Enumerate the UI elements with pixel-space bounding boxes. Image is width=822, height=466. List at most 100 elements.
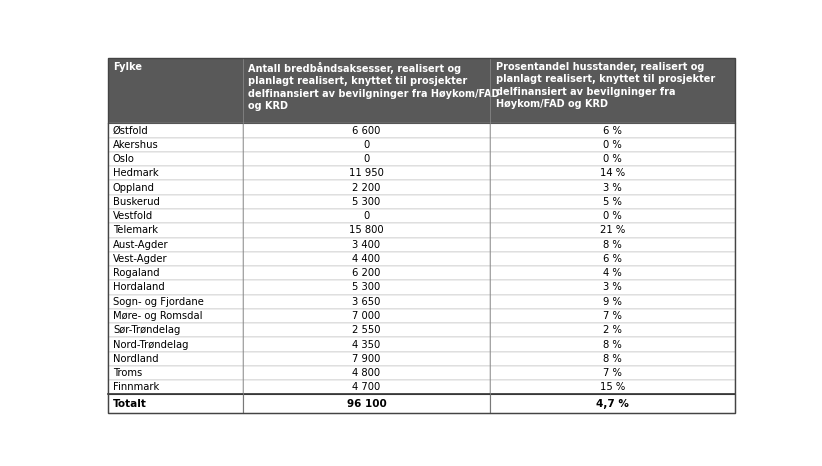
Bar [108, 323, 242, 337]
Text: 11 950: 11 950 [349, 168, 384, 178]
Bar [490, 281, 735, 295]
Text: 7 900: 7 900 [353, 354, 381, 364]
Text: Telemark: Telemark [113, 226, 158, 235]
Text: Totalt: Totalt [113, 399, 147, 409]
Bar [490, 395, 735, 413]
Bar [108, 238, 242, 252]
Bar [108, 380, 242, 395]
Bar [108, 195, 242, 209]
Bar [242, 366, 490, 380]
Bar [490, 337, 735, 352]
Text: 0 %: 0 % [603, 140, 621, 150]
Bar [108, 180, 242, 195]
Text: 15 %: 15 % [600, 382, 625, 392]
Bar [490, 223, 735, 238]
Bar [490, 137, 735, 152]
Text: 0: 0 [363, 154, 370, 164]
Bar [490, 252, 735, 266]
Text: 8 %: 8 % [603, 354, 621, 364]
Bar [108, 337, 242, 352]
Bar [242, 323, 490, 337]
Text: Akershus: Akershus [113, 140, 159, 150]
Bar [242, 123, 490, 137]
Bar [242, 223, 490, 238]
Text: 7 %: 7 % [603, 311, 622, 321]
Bar [242, 209, 490, 223]
Text: 5 %: 5 % [603, 197, 622, 207]
Bar [108, 252, 242, 266]
Text: 2 %: 2 % [603, 325, 622, 335]
Text: 9 %: 9 % [603, 297, 622, 307]
Bar [490, 295, 735, 309]
Bar [242, 58, 490, 123]
Bar [242, 266, 490, 281]
Bar [490, 323, 735, 337]
Bar [242, 238, 490, 252]
Bar [108, 223, 242, 238]
Bar [490, 209, 735, 223]
Text: 96 100: 96 100 [347, 399, 386, 409]
Bar [108, 137, 242, 152]
Text: 14 %: 14 % [600, 168, 625, 178]
Text: Nord-Trøndelag: Nord-Trøndelag [113, 340, 188, 350]
Text: 8 %: 8 % [603, 240, 621, 250]
Text: Østfold: Østfold [113, 125, 149, 136]
Text: 3 %: 3 % [603, 282, 621, 293]
Bar [242, 166, 490, 180]
Bar [108, 266, 242, 281]
Text: Troms: Troms [113, 368, 142, 378]
Text: Rogaland: Rogaland [113, 268, 159, 278]
Bar [108, 281, 242, 295]
Bar [490, 309, 735, 323]
Text: 3 %: 3 % [603, 183, 621, 192]
Text: 4 700: 4 700 [353, 382, 381, 392]
Text: Vestfold: Vestfold [113, 211, 153, 221]
Text: Møre- og Romsdal: Møre- og Romsdal [113, 311, 202, 321]
Text: 21 %: 21 % [600, 226, 625, 235]
Bar [242, 380, 490, 395]
Text: 6 %: 6 % [603, 125, 622, 136]
Text: Buskerud: Buskerud [113, 197, 159, 207]
Bar [242, 137, 490, 152]
Text: Aust-Agder: Aust-Agder [113, 240, 169, 250]
Bar [490, 123, 735, 137]
Bar [490, 166, 735, 180]
Text: 0: 0 [363, 140, 370, 150]
Text: Sogn- og Fjordane: Sogn- og Fjordane [113, 297, 204, 307]
Text: 7 %: 7 % [603, 368, 622, 378]
Text: 6 200: 6 200 [353, 268, 381, 278]
Bar [242, 281, 490, 295]
Bar [108, 166, 242, 180]
Bar [490, 180, 735, 195]
Text: 5 300: 5 300 [353, 282, 381, 293]
Text: Oppland: Oppland [113, 183, 155, 192]
Text: 6 600: 6 600 [353, 125, 381, 136]
Bar [242, 152, 490, 166]
Text: 4 %: 4 % [603, 268, 621, 278]
Bar [242, 252, 490, 266]
Bar [490, 266, 735, 281]
Text: 3 650: 3 650 [353, 297, 381, 307]
Text: Fylke: Fylke [113, 62, 142, 72]
Text: Oslo: Oslo [113, 154, 135, 164]
Bar [490, 58, 735, 123]
Bar [108, 309, 242, 323]
Text: 6 %: 6 % [603, 254, 622, 264]
Bar [108, 395, 242, 413]
Text: 0 %: 0 % [603, 154, 621, 164]
Text: 5 300: 5 300 [353, 197, 381, 207]
Bar [242, 180, 490, 195]
Bar [108, 366, 242, 380]
Text: 8 %: 8 % [603, 340, 621, 350]
Bar [490, 380, 735, 395]
Bar [242, 309, 490, 323]
Text: Sør-Trøndelag: Sør-Trøndelag [113, 325, 180, 335]
Text: 0: 0 [363, 211, 370, 221]
Bar [490, 152, 735, 166]
Bar [108, 295, 242, 309]
Bar [108, 58, 242, 123]
Text: Nordland: Nordland [113, 354, 159, 364]
Text: Prosentandel husstander, realisert og
planlagt realisert, knyttet til prosjekter: Prosentandel husstander, realisert og pl… [496, 62, 715, 109]
Bar [108, 352, 242, 366]
Bar [108, 152, 242, 166]
